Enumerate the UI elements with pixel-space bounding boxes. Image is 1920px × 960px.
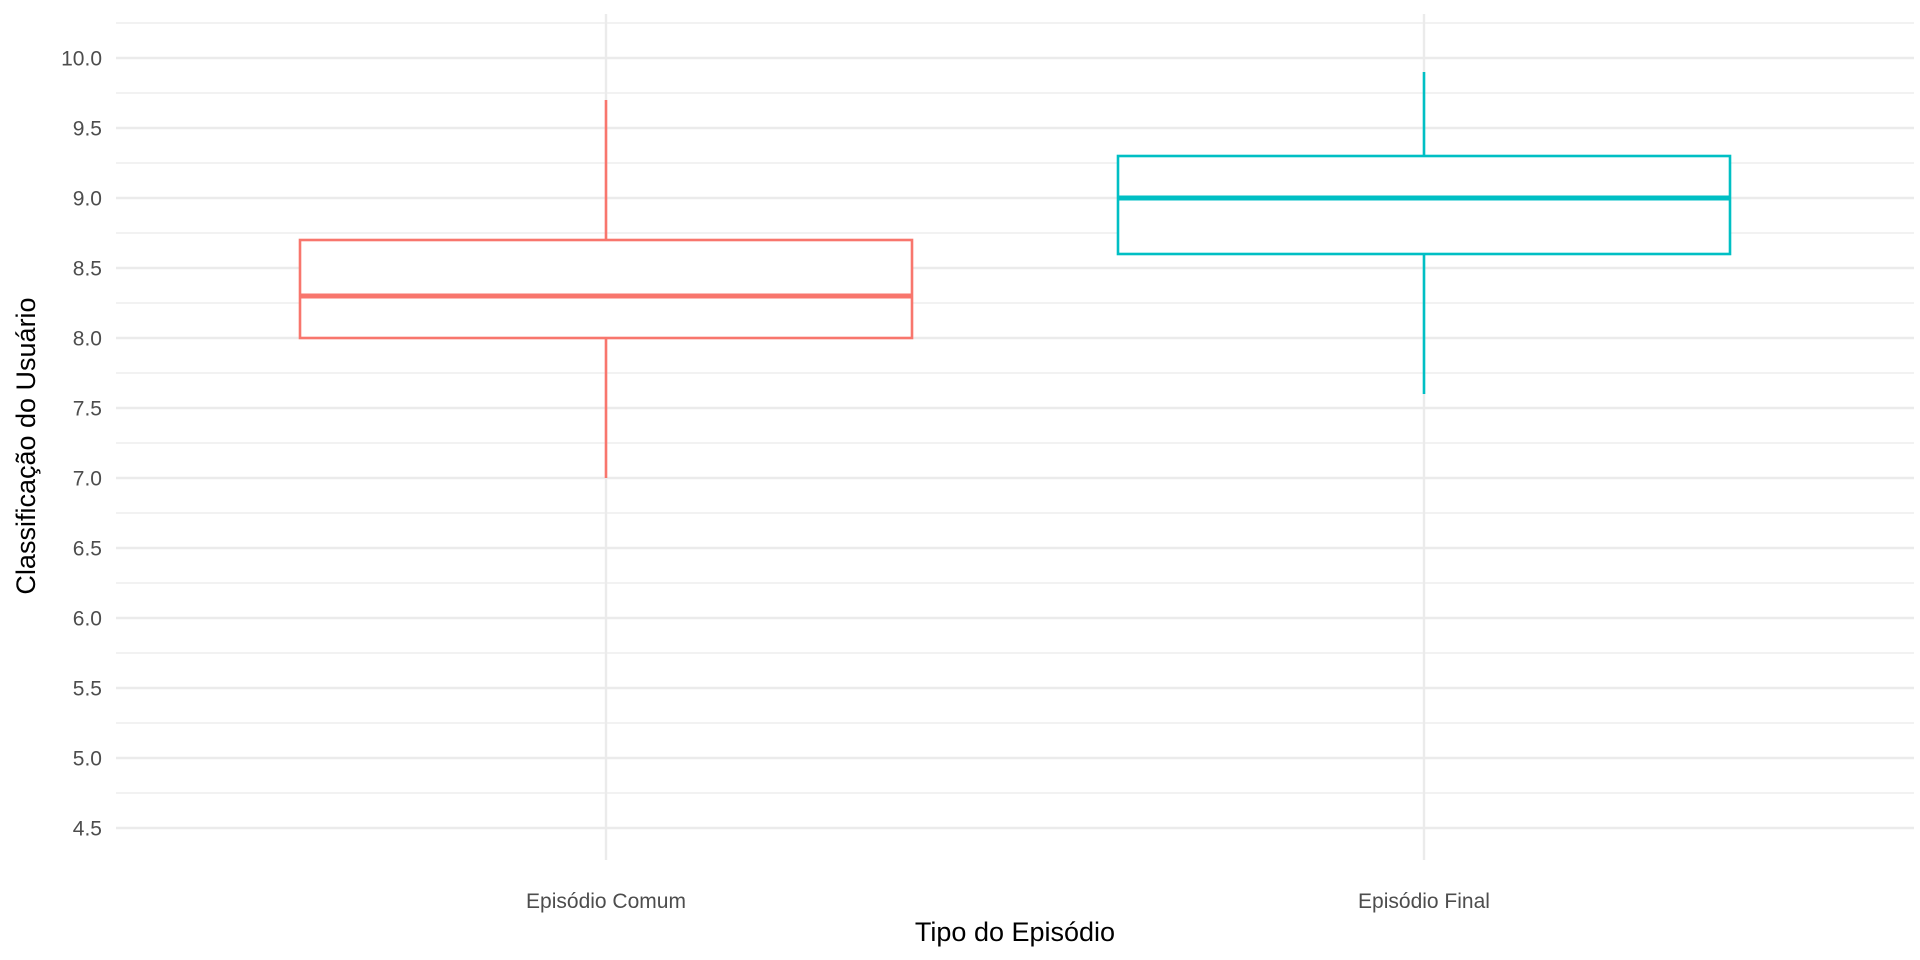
box-iqr (1116, 154, 1732, 256)
x-axis-ticks: Episódio Comum Episódio Final (526, 890, 1490, 913)
y-tick-label: 8.0 (73, 328, 102, 351)
y-tick-label: 9.0 (73, 188, 102, 211)
y-tick-label: 6.0 (73, 608, 102, 631)
y-tick-label: 4.5 (73, 818, 102, 841)
y-tick-label: 7.0 (73, 468, 102, 491)
x-tick-label: Episódio Comum (526, 890, 686, 913)
y-tick-label: 7.5 (73, 398, 102, 421)
y-tick-label: 5.5 (73, 678, 102, 701)
grid-lines (116, 14, 1914, 860)
x-tick-label: Episódio Final (1358, 890, 1490, 913)
y-axis-ticks: 4.5 5.0 5.5 6.0 6.5 7.0 7.5 8.0 8.5 9.0 9.5 10.0 (61, 48, 102, 841)
y-tick-label: 5.0 (73, 748, 102, 771)
y-tick-label: 8.5 (73, 258, 102, 281)
y-tick-label: 6.5 (73, 538, 102, 561)
y-tick-label: 10.0 (61, 48, 102, 71)
x-axis-title: Tipo do Episódio (915, 917, 1115, 947)
box-iqr (298, 238, 914, 340)
box-group (1116, 72, 1732, 394)
boxes (298, 72, 1732, 478)
box-group (298, 100, 914, 478)
y-tick-label: 9.5 (73, 118, 102, 141)
y-axis-title: Classificação do Usuário (11, 297, 41, 594)
